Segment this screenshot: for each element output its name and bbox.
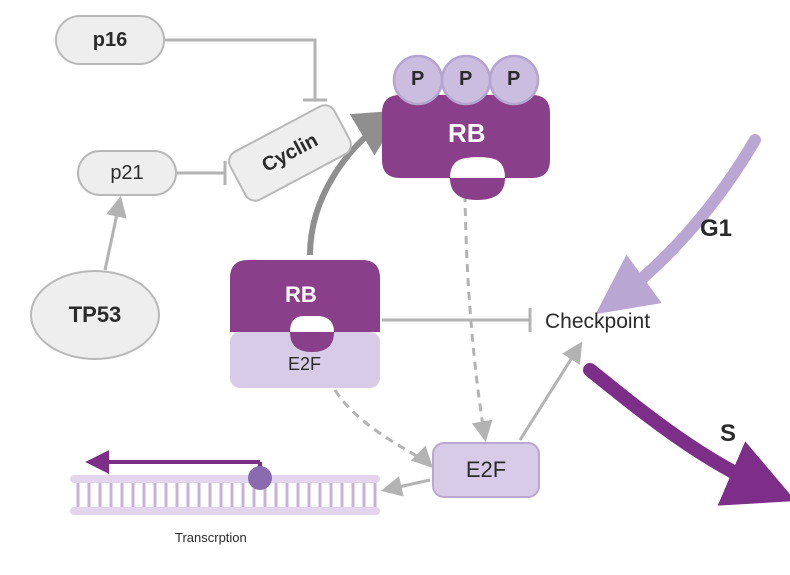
- edge-rb-e2f-to-checkpoint: [382, 308, 530, 332]
- rb-phospho-p1-label: P: [411, 68, 424, 91]
- phase-s-label: S: [720, 420, 736, 448]
- phase-g1-label: G1: [700, 215, 732, 243]
- rb-complex-e2f-label: E2F: [288, 354, 321, 375]
- node-p16: p16: [55, 15, 165, 65]
- edge-e2f-to-checkpoint: [520, 345, 580, 440]
- rb-phospho-p3-label: P: [507, 68, 520, 91]
- edge-p16-to-cyclin: [165, 40, 327, 100]
- node-p21-label: p21: [110, 162, 143, 185]
- rb-complex-rb-label: RB: [285, 282, 317, 308]
- edge-complex-to-e2f-free: [335, 390, 430, 465]
- transcription-dna: [70, 462, 380, 515]
- node-tp53: TP53: [30, 270, 160, 360]
- node-e2f-free-label: E2F: [466, 457, 506, 483]
- edge-e2f-to-transcription: [385, 480, 430, 490]
- checkpoint-label: Checkpoint: [545, 310, 650, 334]
- node-p21: p21: [77, 150, 177, 196]
- edge-p21-to-cyclin: [177, 161, 225, 185]
- transcription-label: Transcrption: [175, 530, 247, 545]
- edge-rb-phospho-to-e2f: [465, 180, 485, 438]
- node-e2f-free: E2F: [432, 442, 540, 498]
- node-cyclin: Cyclin: [224, 100, 356, 206]
- arc-g1: [615, 140, 755, 300]
- arc-s: [590, 370, 770, 490]
- node-p16-label: p16: [93, 29, 127, 52]
- rb-phospho-rb-label: RB: [448, 118, 486, 149]
- node-cyclin-label: Cyclin: [258, 129, 322, 177]
- rb-phospho-p2-label: P: [459, 68, 472, 91]
- edge-tp53-to-p21: [105, 200, 120, 270]
- node-tp53-label: TP53: [69, 302, 122, 328]
